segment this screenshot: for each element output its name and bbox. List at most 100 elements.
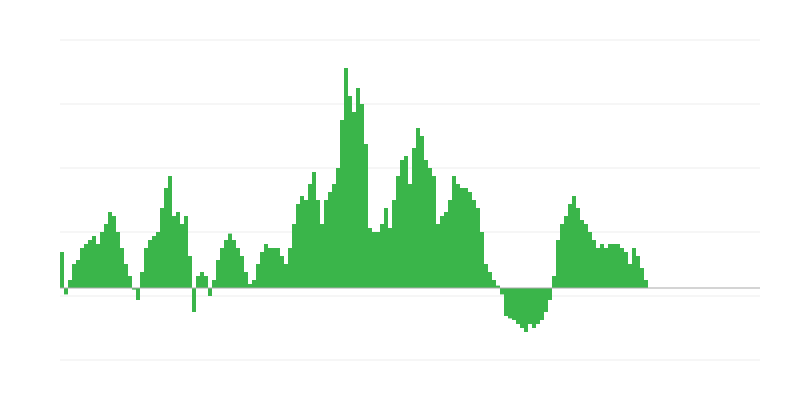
bar xyxy=(136,288,140,300)
bar xyxy=(232,240,236,288)
bar xyxy=(384,208,388,288)
bar xyxy=(176,212,180,288)
bar xyxy=(352,112,356,288)
bar xyxy=(380,224,384,288)
bar xyxy=(396,176,400,288)
bar xyxy=(116,232,120,288)
bar xyxy=(568,204,572,288)
bar xyxy=(260,252,264,288)
bar xyxy=(332,184,336,288)
bar xyxy=(404,156,408,288)
bar xyxy=(328,192,332,288)
bar xyxy=(412,148,416,288)
bar xyxy=(464,188,468,288)
bar xyxy=(460,188,464,288)
bar xyxy=(536,288,540,324)
bar xyxy=(312,172,316,288)
bar xyxy=(564,216,568,288)
bar xyxy=(216,260,220,288)
bar xyxy=(368,228,372,288)
bar xyxy=(92,236,96,288)
bar xyxy=(140,272,144,288)
bar xyxy=(148,240,152,288)
bar xyxy=(644,280,648,288)
bar xyxy=(628,264,632,288)
bar xyxy=(188,256,192,288)
bar xyxy=(304,200,308,288)
bar xyxy=(264,244,268,288)
bar xyxy=(484,264,488,288)
bar xyxy=(492,280,496,288)
bar xyxy=(192,288,196,312)
bar xyxy=(248,284,252,288)
bar xyxy=(400,160,404,288)
bar xyxy=(276,248,280,288)
bar xyxy=(224,240,228,288)
bar xyxy=(444,212,448,288)
bar xyxy=(240,256,244,288)
bar xyxy=(416,128,420,288)
bar xyxy=(420,136,424,288)
bar xyxy=(556,240,560,288)
bar xyxy=(516,288,520,324)
bar xyxy=(508,288,512,319)
bar xyxy=(620,248,624,288)
bar xyxy=(360,104,364,288)
bar xyxy=(528,288,532,324)
bar xyxy=(280,256,284,288)
bar xyxy=(84,244,88,288)
bar xyxy=(300,196,304,288)
bar xyxy=(184,216,188,288)
bar xyxy=(448,200,452,288)
bar xyxy=(336,168,340,288)
bar xyxy=(480,232,484,288)
bar xyxy=(488,272,492,288)
bar xyxy=(468,192,472,288)
bar xyxy=(348,96,352,288)
bar xyxy=(172,216,176,288)
bar xyxy=(428,168,432,288)
bar xyxy=(472,200,476,288)
bar xyxy=(376,232,380,288)
bar xyxy=(540,288,544,320)
bar xyxy=(64,288,68,295)
bar xyxy=(220,248,224,288)
bar xyxy=(144,248,148,288)
bar xyxy=(340,120,344,288)
bar xyxy=(160,208,164,288)
bar xyxy=(504,288,508,316)
bar xyxy=(640,268,644,288)
bar xyxy=(164,188,168,288)
bar xyxy=(576,208,580,288)
bar xyxy=(632,248,636,288)
bar xyxy=(604,248,608,288)
bar xyxy=(120,248,124,288)
bar xyxy=(132,288,136,290)
bar xyxy=(256,264,260,288)
bar xyxy=(500,288,504,295)
bar xyxy=(324,200,328,288)
bar xyxy=(196,276,200,288)
bar xyxy=(204,276,208,288)
bar xyxy=(80,248,84,288)
bar xyxy=(408,184,412,288)
bar xyxy=(372,232,376,288)
bar xyxy=(432,176,436,288)
bar xyxy=(392,200,396,288)
bar xyxy=(180,224,184,288)
bar xyxy=(112,216,116,288)
bar xyxy=(560,224,564,288)
bar xyxy=(316,200,320,288)
bar xyxy=(152,236,156,288)
bar xyxy=(476,208,480,288)
bar xyxy=(292,224,296,288)
bar xyxy=(544,288,548,312)
bar xyxy=(520,288,524,328)
bar xyxy=(244,272,248,288)
bar xyxy=(608,244,612,288)
bar xyxy=(76,260,80,288)
bar xyxy=(156,232,160,288)
bar xyxy=(308,184,312,288)
bar xyxy=(228,233,232,288)
